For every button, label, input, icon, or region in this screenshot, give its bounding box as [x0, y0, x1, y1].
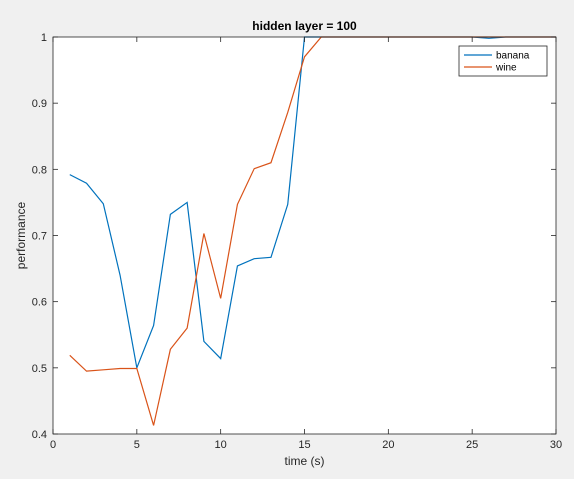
chart-title: hidden layer = 100: [252, 19, 357, 33]
y-tick-label: 0.8: [32, 164, 47, 176]
x-axis-label: time (s): [285, 454, 325, 468]
x-tick-label: 25: [466, 439, 478, 451]
plot-area: [53, 37, 556, 434]
legend-label-wine: wine: [495, 63, 517, 74]
x-tick-label: 10: [215, 439, 227, 451]
y-tick-label: 0.9: [32, 98, 47, 110]
x-tick-label: 5: [134, 439, 140, 451]
ticks-group: 0 5 10 15 20 25 30 0.4 0.5 0.6 0.7 0.8 0.9 1: [32, 32, 562, 451]
y-axis-label: performance: [14, 201, 28, 269]
y-tick-label: 0.6: [32, 297, 47, 309]
x-tick-label: 30: [550, 439, 562, 451]
legend-box: [458, 45, 548, 77]
y-tick-label: 1: [41, 32, 47, 44]
y-tick-label: 0.4: [32, 429, 47, 441]
x-tick-label: 15: [298, 439, 310, 451]
legend-label-banana: banana: [496, 51, 530, 62]
x-tick-label: 20: [382, 439, 394, 451]
legend: banana wine: [458, 45, 548, 77]
y-tick-label: 0.7: [32, 231, 47, 243]
y-tick-label: 0.5: [32, 363, 47, 375]
x-tick-label: 0: [50, 439, 56, 451]
